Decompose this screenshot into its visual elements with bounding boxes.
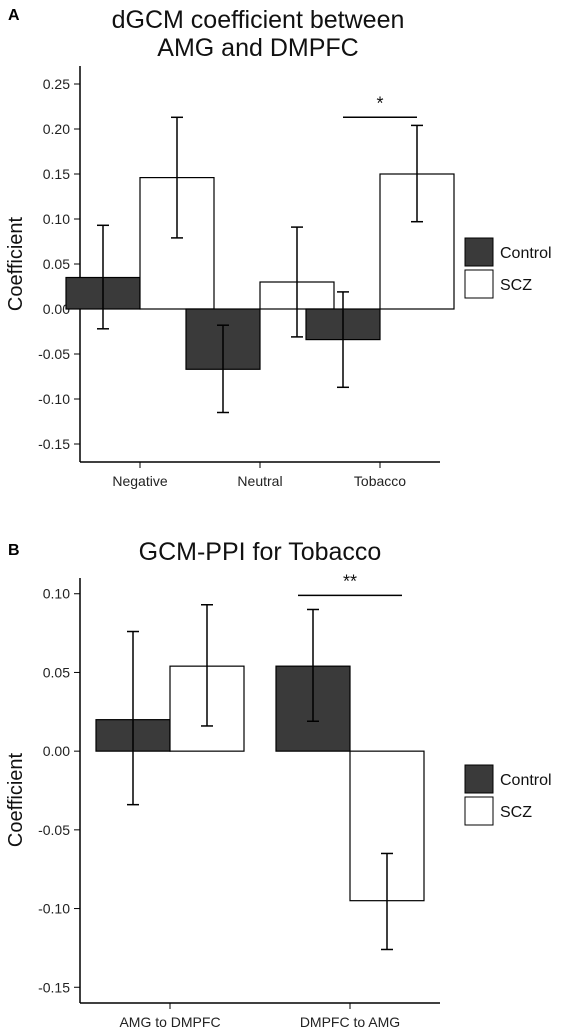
panel-a-legend-scz-label: SCZ	[500, 277, 532, 294]
panel-b-y-tick-label-4: -0.10	[38, 901, 70, 917]
panel-a-y-tick-label-1: 0.20	[43, 121, 70, 137]
panel-a-legend-control-label: Control	[500, 245, 552, 262]
panel-b-y-tick-label-2: 0.00	[43, 743, 70, 759]
panel-a-legend-control-swatch	[464, 237, 494, 267]
panel-b-y-axis-label: Coefficient	[5, 752, 27, 847]
panel-b-label: B	[8, 542, 20, 559]
panel-a-title-line-2: AMG and DMPFC	[157, 34, 358, 62]
panel-b-y-tick-label-1: 0.05	[43, 664, 70, 680]
panel-a-plot: 0.25 0.20 0.15 0.10 0.05 0.00 -0.05 -0.10 -0.15 N…	[38, 66, 455, 489]
panel-a-label: A	[8, 7, 20, 24]
panel-a-y-tick-label-7: -0.10	[38, 391, 70, 407]
panel-a-significance-label-0: *	[376, 93, 383, 113]
panel-a-y-tick-label-3: 0.10	[43, 211, 70, 227]
panel-b-y-tick-label-5: -0.15	[38, 979, 70, 995]
panel-b-legend-scz-label: SCZ	[500, 804, 532, 821]
panel-a-y-tick-label-2: 0.15	[43, 166, 70, 182]
panel-b-legend-control-label: Control	[500, 772, 552, 789]
panel-a-bar-scz-0	[139, 177, 215, 310]
panel-a-y-tick-label-8: -0.15	[38, 436, 70, 452]
panel-b-y-tick-label-3: -0.05	[38, 822, 70, 838]
panel-b-legend-control-swatch	[464, 764, 494, 794]
panel-a-x-tick-label-0: Negative	[112, 473, 167, 489]
panel-b-plot: 0.10 0.05 0.00 -0.05 -0.10 -0.15 AMG to DMPFC D…	[38, 571, 440, 1030]
panel-b-title: GCM-PPI for Tobacco	[139, 538, 382, 566]
panel-a-y-axis-label: Coefficient	[5, 216, 27, 311]
panel-a-y-tick-label-6: -0.05	[38, 346, 70, 362]
panel-a-x-tick-label-2: Tobacco	[354, 473, 406, 489]
panel-a-y-tick-label-0: 0.25	[43, 76, 70, 92]
panel-a-y-tick-label-4: 0.05	[43, 256, 70, 272]
panel-b-x-tick-label-1: DMPFC to AMG	[300, 1014, 400, 1030]
panel-a-y-tick-label-5: 0.00	[43, 301, 70, 317]
panel-b-y-tick-label-0: 0.10	[43, 586, 70, 602]
panel-a-legend-scz-swatch	[464, 269, 494, 299]
panel-b-legend-scz-swatch	[464, 796, 494, 826]
panel-b-significance-label-0: **	[343, 571, 357, 591]
panel-a-x-tick-label-1: Neutral	[237, 473, 282, 489]
panel-a-title-line-1: dGCM coefficient between	[112, 6, 405, 34]
panel-b-x-tick-label-0: AMG to DMPFC	[119, 1014, 220, 1030]
